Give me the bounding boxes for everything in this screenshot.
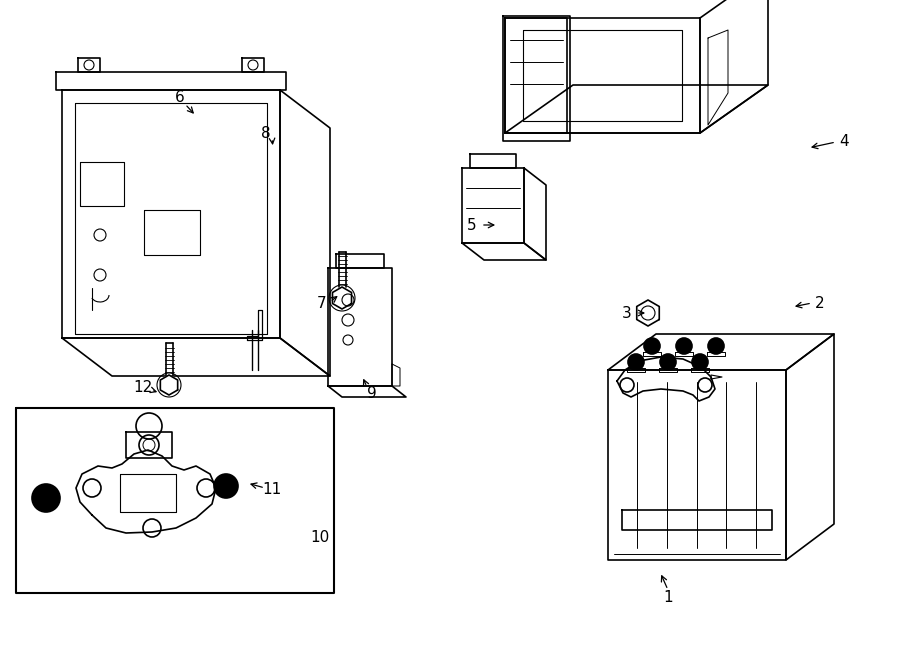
Polygon shape — [643, 352, 661, 356]
Circle shape — [214, 474, 238, 498]
Polygon shape — [56, 72, 286, 90]
Circle shape — [32, 484, 60, 512]
Polygon shape — [126, 432, 172, 458]
Polygon shape — [659, 368, 677, 372]
Circle shape — [644, 338, 660, 354]
Polygon shape — [505, 18, 700, 133]
Polygon shape — [636, 300, 660, 326]
Circle shape — [676, 338, 692, 354]
Text: 12: 12 — [133, 381, 153, 395]
Polygon shape — [675, 352, 693, 356]
Polygon shape — [707, 352, 725, 356]
Polygon shape — [505, 85, 768, 133]
Text: 7: 7 — [317, 297, 327, 311]
Polygon shape — [328, 386, 406, 397]
Text: 1: 1 — [663, 590, 673, 605]
Polygon shape — [280, 90, 330, 376]
Text: 2: 2 — [815, 295, 824, 311]
Polygon shape — [711, 375, 722, 379]
Polygon shape — [617, 357, 715, 401]
Text: 10: 10 — [310, 529, 329, 545]
Polygon shape — [627, 368, 645, 372]
Polygon shape — [332, 287, 352, 309]
Circle shape — [708, 338, 724, 354]
Polygon shape — [62, 90, 280, 338]
Polygon shape — [608, 370, 786, 560]
Polygon shape — [242, 58, 264, 72]
Polygon shape — [700, 0, 768, 133]
Text: 3: 3 — [622, 305, 632, 321]
Polygon shape — [608, 334, 834, 370]
Circle shape — [628, 354, 644, 370]
Polygon shape — [505, 18, 567, 133]
Polygon shape — [462, 168, 524, 243]
Polygon shape — [786, 334, 834, 560]
Text: 4: 4 — [839, 134, 849, 149]
Polygon shape — [160, 375, 177, 395]
Polygon shape — [503, 16, 570, 141]
Text: 6: 6 — [176, 89, 184, 104]
Text: 11: 11 — [263, 483, 282, 498]
Polygon shape — [328, 268, 392, 386]
Circle shape — [692, 354, 708, 370]
Polygon shape — [462, 243, 546, 260]
Circle shape — [660, 354, 676, 370]
Text: 5: 5 — [467, 217, 477, 233]
Polygon shape — [524, 168, 546, 260]
Polygon shape — [78, 58, 100, 72]
Text: 8: 8 — [261, 126, 271, 141]
Text: 9: 9 — [367, 385, 377, 401]
Polygon shape — [247, 310, 262, 340]
Polygon shape — [691, 368, 709, 372]
Polygon shape — [76, 450, 216, 533]
Polygon shape — [62, 338, 330, 376]
